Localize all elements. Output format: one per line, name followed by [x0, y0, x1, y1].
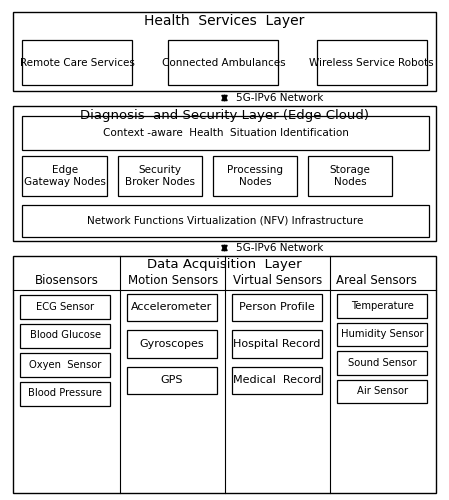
Text: GPS: GPS	[161, 375, 183, 385]
Text: Blood Pressure: Blood Pressure	[28, 388, 102, 398]
Text: Virtual Sensors: Virtual Sensors	[233, 274, 322, 286]
Text: Oxyen  Sensor: Oxyen Sensor	[29, 360, 101, 370]
Text: Person Profile: Person Profile	[239, 302, 315, 312]
Text: Processing
Nodes: Processing Nodes	[227, 165, 283, 187]
Bar	[168, 40, 278, 85]
Bar	[232, 366, 322, 394]
Text: 5G-IPv6 Network: 5G-IPv6 Network	[236, 93, 323, 103]
Bar	[337, 294, 427, 318]
Text: Remote Care Services: Remote Care Services	[20, 58, 135, 68]
Text: Accelerometer: Accelerometer	[132, 302, 212, 312]
Text: Storage
Nodes: Storage Nodes	[330, 165, 371, 187]
Text: Temperature: Temperature	[351, 300, 414, 310]
Bar	[22, 204, 429, 237]
Text: ECG Sensor: ECG Sensor	[36, 302, 94, 312]
Text: Motion Sensors: Motion Sensors	[128, 274, 218, 286]
Bar	[337, 351, 427, 374]
Text: Edge
Gateway Nodes: Edge Gateway Nodes	[24, 165, 106, 187]
Bar	[13, 256, 436, 492]
Text: Wireless Service Robots: Wireless Service Robots	[309, 58, 434, 68]
Bar	[20, 294, 110, 318]
Text: Health  Services  Layer: Health Services Layer	[144, 14, 305, 28]
Bar	[22, 116, 429, 150]
Bar	[213, 156, 297, 196]
Bar	[118, 156, 202, 196]
Text: Medical  Record: Medical Record	[233, 375, 321, 385]
Bar	[337, 322, 427, 346]
Bar	[127, 366, 217, 394]
Bar	[20, 382, 110, 406]
Bar	[20, 352, 110, 376]
Bar	[232, 294, 322, 321]
Bar	[232, 330, 322, 357]
Bar	[127, 294, 217, 321]
Text: Biosensors: Biosensors	[35, 274, 99, 286]
Bar	[337, 380, 427, 403]
Bar	[13, 106, 436, 241]
Text: Network Functions Virtualization (NFV) Infrastructure: Network Functions Virtualization (NFV) I…	[88, 216, 364, 226]
Text: Data Acquisition  Layer: Data Acquisition Layer	[147, 258, 302, 271]
Bar	[13, 12, 436, 91]
Bar	[317, 40, 427, 85]
Text: Areal Sensors: Areal Sensors	[336, 274, 417, 286]
Text: Connected Ambulances: Connected Ambulances	[162, 58, 285, 68]
Text: Blood Glucose: Blood Glucose	[30, 330, 101, 340]
Bar	[20, 324, 110, 347]
Text: Humidity Sensor: Humidity Sensor	[341, 329, 423, 339]
Text: Context -aware  Health  Situation Identification: Context -aware Health Situation Identifi…	[103, 128, 348, 138]
Text: Hospital Record: Hospital Record	[233, 339, 321, 349]
Bar	[308, 156, 392, 196]
Text: Gyroscopes: Gyroscopes	[140, 339, 204, 349]
Bar	[22, 156, 107, 196]
Text: Air Sensor: Air Sensor	[357, 386, 408, 396]
Bar	[22, 40, 132, 85]
Text: Sound Sensor: Sound Sensor	[348, 358, 416, 368]
Text: Diagnosis  and Security Layer (Edge Cloud): Diagnosis and Security Layer (Edge Cloud…	[80, 108, 369, 122]
Text: Security
Broker Nodes: Security Broker Nodes	[125, 165, 195, 187]
Bar	[127, 330, 217, 357]
Text: 5G-IPv6 Network: 5G-IPv6 Network	[236, 243, 323, 253]
